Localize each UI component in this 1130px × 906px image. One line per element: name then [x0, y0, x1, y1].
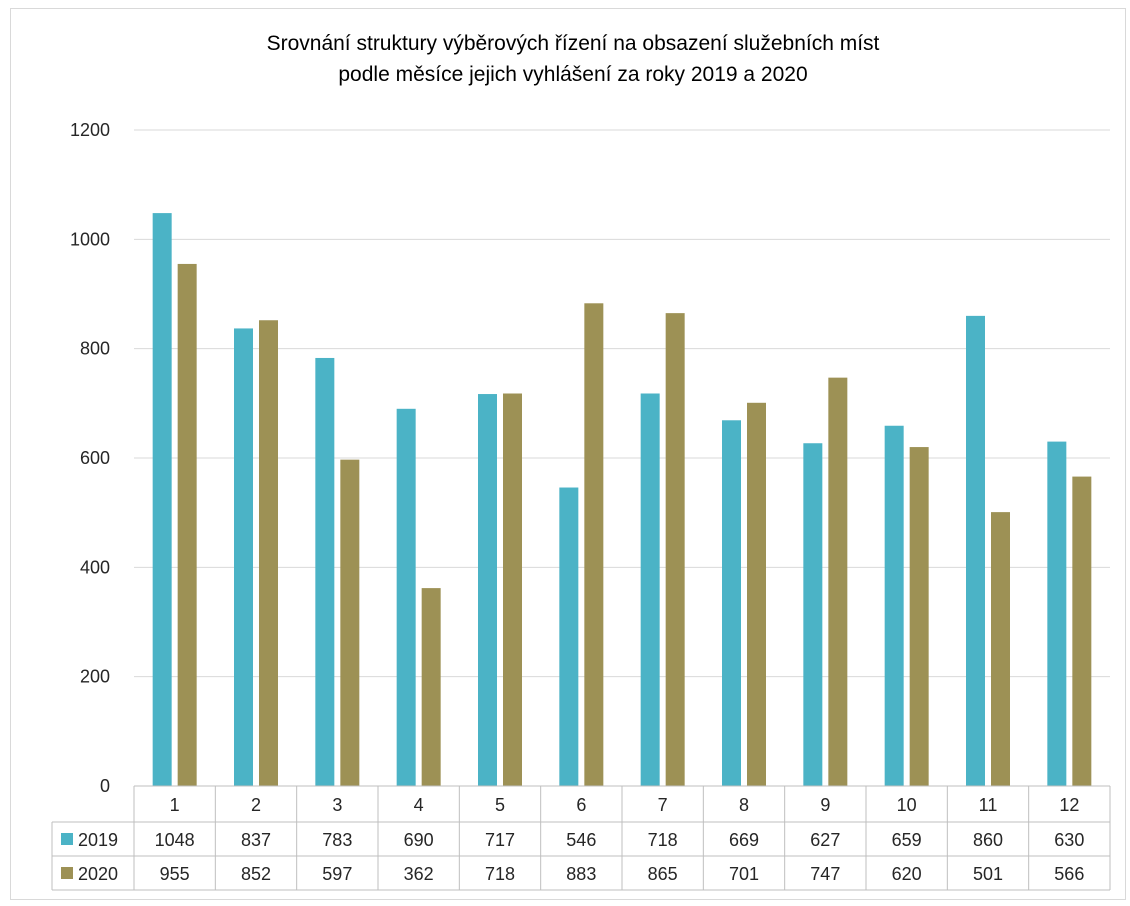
bar-2020-9 [828, 377, 848, 786]
data-label-2019-10: 659 [892, 830, 922, 850]
y-tick-label: 0 [100, 776, 110, 796]
data-label-2019-9: 627 [810, 830, 840, 850]
x-category-label: 8 [739, 795, 749, 815]
data-label-2020-8: 701 [729, 864, 759, 884]
bar-2019-11 [966, 315, 985, 786]
data-label-2019-1: 1048 [155, 830, 195, 850]
x-category-label: 11 [979, 795, 998, 815]
x-category-label: 6 [576, 795, 586, 815]
data-label-2019-5: 717 [485, 830, 515, 850]
bar-2020-3 [340, 459, 360, 786]
x-category-label: 5 [495, 795, 505, 815]
y-tick-label: 800 [80, 339, 110, 359]
bar-2019-8 [722, 420, 741, 786]
data-label-2020-9: 747 [810, 864, 840, 884]
bar-2020-1 [177, 263, 197, 786]
y-axis-ticks: 0 200 400 600 800 1000 1200 [70, 120, 110, 796]
x-category-label: 12 [1059, 795, 1079, 815]
chart-title: Srovnání struktury výběrových řízení na … [0, 28, 1130, 90]
data-label-2020-5: 718 [485, 864, 515, 884]
bar-2019-1 [152, 213, 172, 787]
bar-2019-7 [640, 393, 660, 786]
data-label-2019-6: 546 [566, 830, 596, 850]
bar-2020-6 [584, 303, 604, 786]
data-label-2020-6: 883 [566, 864, 596, 884]
bar-2020-5 [503, 393, 522, 786]
data-label-2019-3: 783 [322, 830, 352, 850]
bar-2019-4 [396, 408, 416, 786]
legend-label-2020: 2020 [78, 864, 118, 884]
data-label-2020-2: 852 [241, 864, 271, 884]
data-label-2019-11: 860 [973, 830, 1003, 850]
gridlines [134, 129, 1110, 678]
y-tick-label: 600 [80, 448, 110, 468]
legend-key-2019 [61, 833, 73, 845]
data-label-2020-7: 865 [648, 864, 678, 884]
x-category-label: 4 [414, 795, 424, 815]
bar-2020-12 [1072, 476, 1092, 786]
data-label-2020-4: 362 [404, 864, 434, 884]
data-label-2019-12: 630 [1054, 830, 1084, 850]
bar-2020-2 [259, 320, 278, 786]
legend-label-2019: 2019 [78, 830, 118, 850]
y-tick-label: 400 [80, 557, 110, 577]
chart-frame [10, 8, 1126, 900]
chart-title-line-2: podle měsíce jejich vyhlášení za roky 20… [338, 63, 808, 86]
x-category-label: 9 [820, 795, 830, 815]
y-tick-label: 1200 [70, 120, 110, 140]
data-label-2020-11: 501 [973, 864, 1003, 884]
bar-2019-3 [315, 357, 335, 786]
data-label-2020-12: 566 [1054, 864, 1084, 884]
data-label-2019-2: 837 [241, 830, 271, 850]
y-tick-label: 1000 [70, 229, 110, 249]
x-category-label: 1 [170, 795, 180, 815]
x-category-label: 2 [251, 795, 261, 815]
y-tick-label: 200 [80, 667, 110, 687]
bar-2020-10 [909, 447, 929, 786]
x-category-label: 7 [658, 795, 668, 815]
bar-2019-5 [478, 394, 497, 786]
x-category-label: 3 [332, 795, 342, 815]
bar-2020-11 [991, 512, 1010, 786]
data-label-2020-1: 955 [160, 864, 190, 884]
bar-2020-7 [665, 313, 685, 786]
data-label-2020-10: 620 [892, 864, 922, 884]
bar-2019-12 [1047, 441, 1067, 786]
bar-2019-9 [803, 443, 823, 786]
legend-key-2020 [61, 867, 73, 879]
bars [152, 213, 1092, 787]
data-label-2019-7: 718 [648, 830, 678, 850]
bar-2020-4 [421, 588, 441, 786]
data-label-2019-8: 669 [729, 830, 759, 850]
bar-2020-8 [747, 402, 766, 786]
chart-title-line-1: Srovnání struktury výběrových řízení na … [266, 32, 880, 55]
bar-2019-6 [559, 487, 579, 786]
bar-2019-10 [884, 425, 904, 786]
x-category-label: 10 [897, 795, 917, 815]
bar-2019-2 [234, 328, 253, 786]
data-label-2020-3: 597 [322, 864, 352, 884]
data-label-2019-4: 690 [404, 830, 434, 850]
